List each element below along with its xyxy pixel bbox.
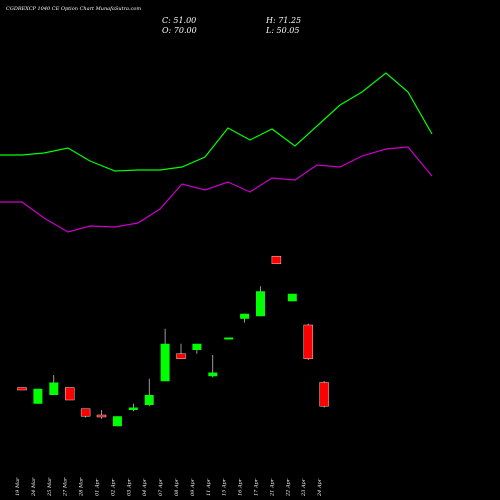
candle-body xyxy=(80,408,91,417)
candle-body xyxy=(64,387,75,401)
candle-body xyxy=(112,416,122,427)
x-tick-label: 16 Apr xyxy=(238,478,244,496)
candle-body xyxy=(176,353,186,359)
x-tick-label: 11 Apr xyxy=(206,478,212,496)
x-tick-label: 08 Apr xyxy=(174,478,180,496)
x-tick-label: 15 Apr xyxy=(222,478,228,496)
high-value: H: 71.25 xyxy=(266,16,302,25)
x-tick-label: 25 Mar xyxy=(47,477,53,497)
candle-body xyxy=(319,382,329,407)
candle-body xyxy=(208,372,218,377)
chart-title: CGDREXCP 1040 CE Option Chart MunafaSutr… xyxy=(6,6,142,12)
candle-body xyxy=(192,343,202,350)
candle-body xyxy=(17,387,27,391)
x-tick-label: 24 Apr xyxy=(317,478,323,497)
x-tick-label: 23 Apr xyxy=(301,478,307,497)
candle-body xyxy=(256,291,265,317)
close-value: C: 51.00 xyxy=(162,16,197,25)
x-tick-label: 17 Apr xyxy=(254,478,260,496)
open-value: O: 70.00 xyxy=(162,26,197,35)
candle-body xyxy=(271,256,282,264)
x-tick-label: 09 Apr xyxy=(190,478,196,496)
x-tick-label: 04 Apr xyxy=(142,478,148,496)
x-tick-label: 01 Apr xyxy=(95,478,101,496)
x-tick-label: 03 Apr xyxy=(126,478,132,496)
x-tick-label: 22 Apr xyxy=(285,478,291,497)
x-tick-label: 27 Mar xyxy=(63,477,69,497)
indicator-line-lower xyxy=(0,146,433,233)
candle-body xyxy=(224,337,234,340)
indicator-line-upper xyxy=(0,72,433,172)
candle-body xyxy=(128,407,138,410)
x-tick-label: 28 Mar xyxy=(79,477,85,497)
candle-body xyxy=(240,313,250,319)
candle-body xyxy=(303,324,313,359)
candle-body xyxy=(33,388,43,404)
candle-body xyxy=(96,414,107,418)
candle-body xyxy=(144,395,154,405)
x-tick-label: 21 Apr xyxy=(269,478,275,497)
x-tick-label: 02 Apr xyxy=(110,478,116,496)
candle-body xyxy=(287,293,297,302)
candle-body xyxy=(49,382,59,395)
x-tick-label: 07 Apr xyxy=(158,478,164,496)
low-value: L: 50.05 xyxy=(266,26,300,35)
x-tick-label: 24 Mar xyxy=(31,477,37,497)
x-tick-label: 19 Mar xyxy=(15,477,21,496)
candle-body xyxy=(160,343,170,382)
